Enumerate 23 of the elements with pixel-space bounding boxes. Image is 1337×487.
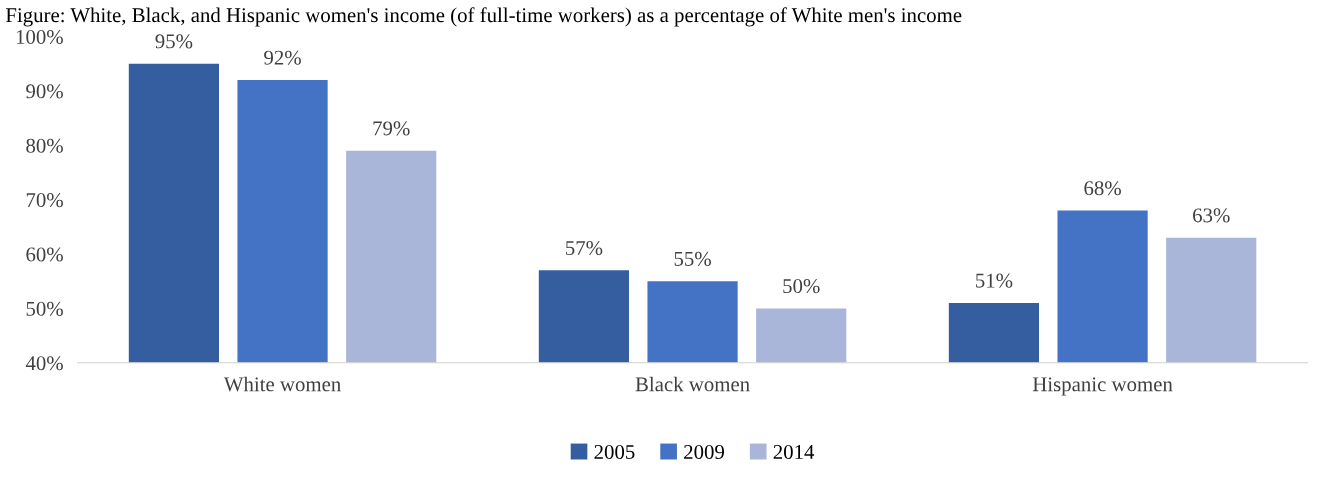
y-tick-label: 80% — [26, 138, 63, 153]
data-label: 79% — [373, 121, 410, 136]
y-tick-label: 70% — [26, 193, 63, 208]
chart-title: Figure: White, Black, and Hispanic women's income (of full-time workers) as a percentage of White men's income — [5, 7, 962, 27]
data-label: 57% — [566, 240, 603, 256]
y-tick-label: 90% — [26, 84, 63, 99]
data-label: 55% — [674, 251, 711, 266]
data-label: 95% — [155, 34, 193, 49]
legend-label: 2009 — [684, 444, 724, 459]
legend-label: 2014 — [773, 444, 815, 459]
y-tick-label: 100% — [16, 29, 63, 45]
data-label: 50% — [783, 279, 820, 294]
y-tick-label: 50% — [26, 301, 63, 316]
data-label: 68% — [1084, 181, 1121, 196]
data-label: 51% — [976, 273, 1013, 288]
x-tick-label: White women — [223, 376, 341, 392]
data-label: 92% — [264, 50, 301, 65]
x-tick-label: Hispanic women — [1032, 377, 1173, 396]
legend-label: 2005 — [594, 444, 635, 459]
y-tick-label: 60% — [26, 247, 63, 262]
x-tick-label: Black women — [635, 376, 750, 392]
y-tick-label: 40% — [25, 356, 63, 371]
data-label: 63% — [1193, 208, 1230, 223]
